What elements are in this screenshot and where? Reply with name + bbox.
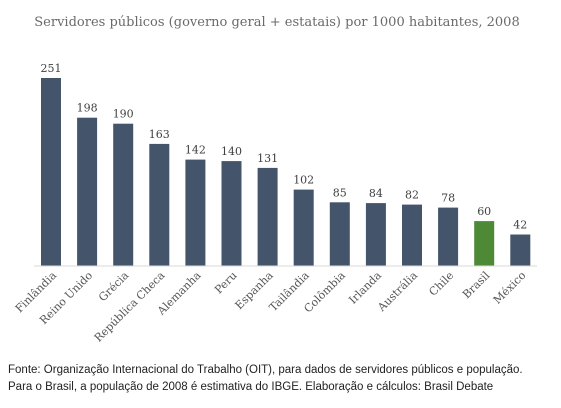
bar-brasil [474,221,495,266]
value-label-peru: 140 [221,145,242,158]
category-label-brasil: Brasil [460,269,493,302]
bar-reino-unido [77,117,98,266]
bar-mexico [510,234,531,266]
category-label-grecia: Grécia [96,269,132,305]
source-note-line-2: Para o Brasil, a população de 2008 é est… [8,381,494,393]
value-label-espanha: 131 [257,152,278,165]
source-note-line-1: Fonte: Organização Internacional do Trab… [8,364,523,376]
value-label-reino-unido: 198 [77,102,98,115]
category-label-chile: Chile [426,269,456,299]
bar-finlandia [41,78,61,266]
category-label-mexico: México [491,269,529,307]
bar-alemanha [185,159,206,266]
bar-peru [221,161,242,266]
bar-chile [438,207,459,266]
value-label-republica-checa: 163 [149,128,170,141]
value-label-irlanda: 84 [369,187,383,200]
value-label-finlandia: 251 [41,62,62,75]
category-label-peru: Peru [212,269,239,296]
bar-irlanda [365,203,386,266]
bar-grecia [113,123,134,266]
bar-colombia [329,202,350,266]
bar-espanha [257,167,278,266]
bar-republica-checa [149,143,170,266]
chart-title: Servidores públicos (governo geral + est… [34,15,519,30]
bar-tailandia [293,189,314,266]
value-label-alemanha: 142 [185,144,206,157]
value-label-chile: 78 [441,192,455,205]
value-label-colombia: 85 [333,186,347,199]
value-label-tailandia: 102 [293,174,314,187]
value-label-australia: 82 [405,189,419,202]
value-label-grecia: 190 [113,108,134,121]
value-label-mexico: 42 [513,219,527,232]
value-label-brasil: 60 [477,205,491,218]
bar-australia [402,204,422,266]
